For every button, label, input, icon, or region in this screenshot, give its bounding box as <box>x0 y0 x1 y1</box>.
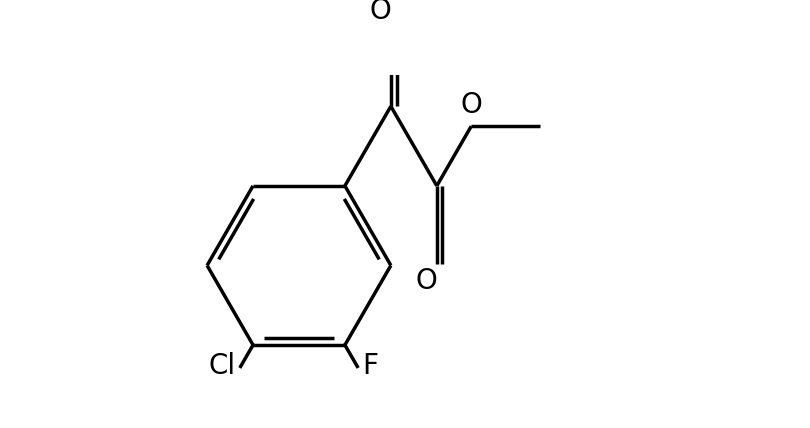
Text: F: F <box>362 352 378 380</box>
Text: O: O <box>369 0 391 25</box>
Text: O: O <box>416 268 437 295</box>
Text: Cl: Cl <box>209 352 236 380</box>
Text: O: O <box>460 91 482 119</box>
